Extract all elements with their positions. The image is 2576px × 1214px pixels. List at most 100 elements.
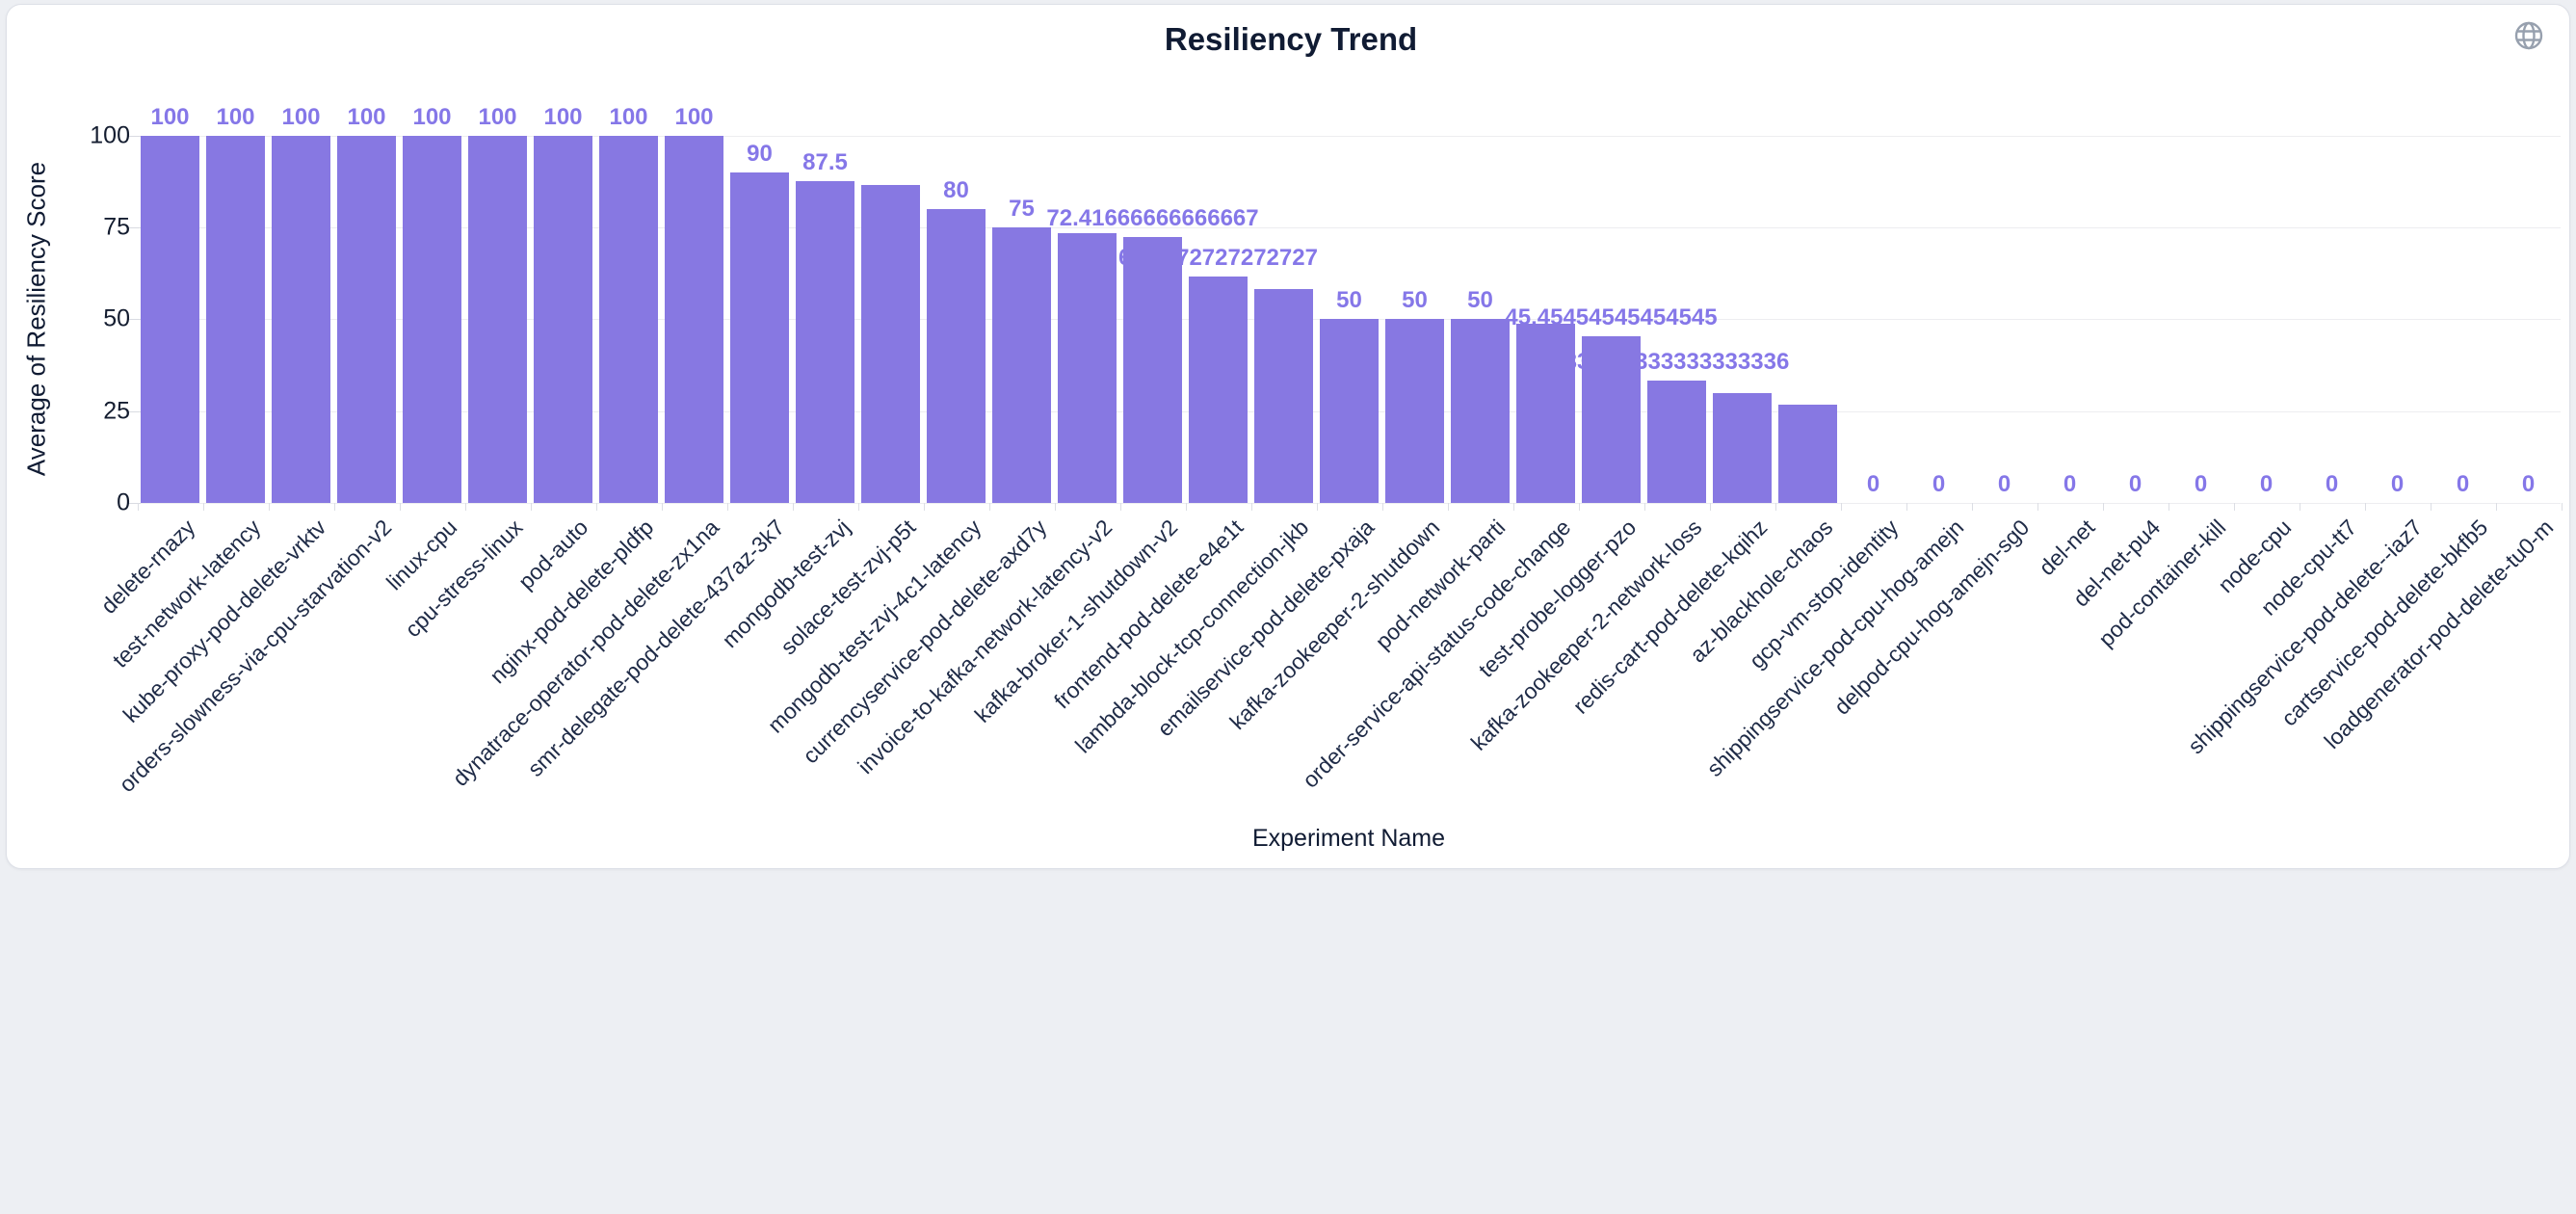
x-tick-mark (1054, 503, 1056, 511)
x-tick-mark (2364, 503, 2366, 511)
bar-value-label: 50 (1467, 287, 1493, 314)
bar-value-label: 100 (478, 103, 517, 130)
bar-value-label: 100 (609, 103, 648, 130)
chart-title: Resiliency Trend (1164, 21, 1418, 57)
bar[interactable] (1713, 392, 1772, 503)
bar-value-label: 0 (2128, 471, 2142, 497)
bar-value-label: 0 (1866, 471, 1880, 497)
bar[interactable] (1385, 319, 1444, 503)
x-tick-mark (595, 503, 597, 511)
x-tick-mark (464, 503, 466, 511)
y-tick-mark (128, 319, 141, 321)
bar[interactable] (927, 209, 986, 503)
x-tick-mark (792, 503, 794, 511)
bar[interactable] (1778, 405, 1837, 503)
x-tick-mark (1774, 503, 1776, 511)
bar[interactable] (1058, 233, 1117, 503)
x-tick-mark (661, 503, 663, 511)
bar[interactable] (599, 135, 658, 503)
bar[interactable] (468, 135, 527, 503)
bar[interactable] (403, 135, 461, 503)
bar[interactable] (534, 135, 592, 503)
x-tick-mark (1971, 503, 1973, 511)
bar[interactable] (665, 135, 723, 503)
y-tick-mark (128, 503, 141, 504)
bar[interactable] (1123, 236, 1182, 503)
bar[interactable] (730, 172, 789, 503)
x-tick-mark (726, 503, 728, 511)
bar-value-label: 100 (347, 103, 386, 130)
bar-value-label: 0 (1997, 471, 2011, 497)
bar[interactable] (272, 135, 330, 503)
gridline (141, 135, 2561, 137)
x-tick-mark (2037, 503, 2038, 511)
x-tick-mark (923, 503, 925, 511)
x-tick-mark (1316, 503, 1318, 511)
x-tick-mark (202, 503, 204, 511)
bar-value-label: 0 (2259, 471, 2274, 497)
bar[interactable] (796, 181, 854, 503)
x-tick-mark (1906, 503, 1907, 511)
x-tick-mark (530, 503, 532, 511)
bar[interactable] (141, 135, 199, 503)
x-tick-mark (2495, 503, 2497, 511)
y-tick-label: 0 (117, 488, 130, 516)
bar-value-label: 100 (543, 103, 583, 130)
bar[interactable] (206, 135, 265, 503)
y-tick-label: 100 (90, 121, 130, 149)
y-tick-mark (128, 410, 141, 412)
bar[interactable] (861, 184, 920, 503)
x-tick-mark (1119, 503, 1121, 511)
bar[interactable] (337, 135, 396, 503)
bar-value-label: 0 (2390, 471, 2405, 497)
bar-value-label: 100 (150, 103, 190, 130)
bar-value-label: 100 (281, 103, 321, 130)
y-tick-label: 50 (103, 304, 130, 332)
bar[interactable] (1451, 319, 1510, 503)
bar-value-label: 72.41666666666667 (1046, 204, 1259, 231)
bar-value-label: 0 (1932, 471, 1946, 497)
x-tick-mark (2233, 503, 2235, 511)
x-tick-mark (1578, 503, 1580, 511)
x-tick-mark (857, 503, 859, 511)
bar-value-label: 100 (216, 103, 255, 130)
y-tick-mark (128, 135, 141, 137)
x-tick-mark (1250, 503, 1252, 511)
gridline (141, 227, 2561, 229)
x-tick-mark (268, 503, 270, 511)
bar-value-label: 80 (943, 177, 969, 204)
bar[interactable] (992, 227, 1051, 503)
bar[interactable] (1254, 288, 1313, 503)
bar-value-label: 0 (2194, 471, 2208, 497)
bar-value-label: 50 (1336, 287, 1362, 314)
bar-value-label: 75 (1009, 196, 1035, 223)
bar-value-label: 90 (747, 140, 773, 167)
bar[interactable] (1320, 319, 1379, 503)
bar[interactable] (1189, 276, 1248, 503)
y-tick-label: 75 (103, 213, 130, 241)
bar-value-label: 0 (2521, 471, 2536, 497)
bar-value-label: 100 (412, 103, 452, 130)
y-tick-mark (128, 227, 141, 229)
x-tick-mark (1840, 503, 1842, 511)
x-tick-mark (1512, 503, 1514, 511)
bar[interactable] (1582, 335, 1641, 503)
bar-value-label: 0 (2456, 471, 2470, 497)
x-tick-mark (988, 503, 990, 511)
bar[interactable] (1516, 324, 1575, 503)
x-tick-mark (1185, 503, 1187, 511)
y-axis-title: Average of Resiliency Score (21, 161, 51, 477)
x-tick-mark (137, 503, 139, 511)
bar-value-label: 50 (1402, 287, 1428, 314)
bar-value-label: 0 (2063, 471, 2077, 497)
x-tick-mark (1381, 503, 1383, 511)
bar-value-label: 87.5 (802, 149, 848, 176)
x-tick-mark (2102, 503, 2104, 511)
x-tick-mark (2561, 503, 2563, 511)
x-tick-mark (1643, 503, 1645, 511)
y-tick-label: 25 (103, 397, 130, 425)
globe-icon[interactable] (2512, 19, 2545, 52)
x-axis-title: Experiment Name (1251, 825, 1446, 852)
page: { "chart_data": { "type": "bar", "title"… (6, 4, 2570, 869)
bar[interactable] (1647, 380, 1706, 503)
